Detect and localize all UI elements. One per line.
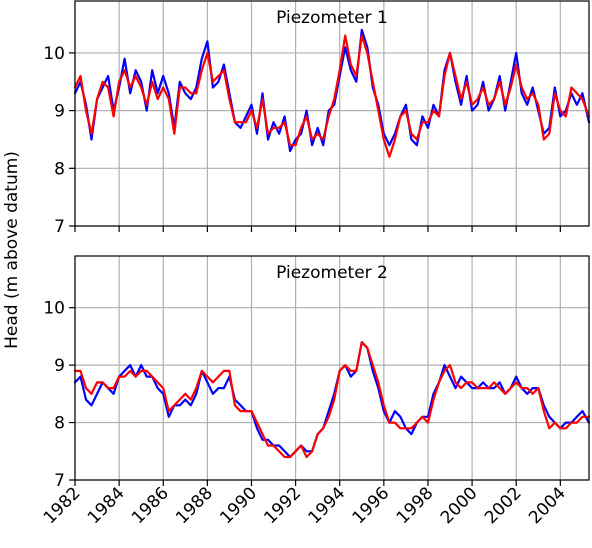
y-tick-label: 9 — [54, 356, 65, 376]
x-tick-label: 1990 — [216, 483, 261, 528]
series-line-red — [73, 341, 591, 459]
y-tick-label: 8 — [54, 414, 65, 434]
plot-area — [75, 1, 589, 226]
x-tick-label: 1994 — [305, 483, 350, 528]
panel-piezometer-1: 7 8 9 10 Piezometer 1 — [43, 0, 591, 237]
x-tick-label: 1986 — [128, 483, 173, 528]
y-tick-label: 10 — [43, 299, 65, 319]
x-tick-label: 2002 — [481, 483, 526, 528]
series-line-red — [73, 34, 591, 158]
x-tick-label: 1984 — [84, 483, 129, 528]
panel-title: Piezometer 2 — [276, 263, 388, 283]
y-tick-label: 10 — [43, 44, 65, 64]
x-tick-label: 2000 — [437, 483, 482, 528]
y-tick-label: 9 — [54, 102, 65, 122]
plot-area — [75, 256, 589, 480]
x-tick-label: 1998 — [393, 483, 438, 528]
series-line-blue — [73, 341, 591, 459]
y-tick-label: 7 — [54, 217, 65, 237]
x-tick-label: 1996 — [349, 483, 394, 528]
x-tick-label: 1988 — [172, 483, 217, 528]
x-tick-label: 2004 — [525, 483, 570, 528]
y-tick-label: 8 — [54, 159, 65, 179]
panel-title: Piezometer 1 — [276, 8, 388, 28]
y-tick-label: 7 — [54, 471, 65, 491]
y-axis-label: Head (m above datum) — [2, 151, 22, 349]
axes-frame — [74, 255, 590, 481]
axes-frame — [74, 0, 590, 227]
x-tick-label: 1992 — [260, 483, 305, 528]
